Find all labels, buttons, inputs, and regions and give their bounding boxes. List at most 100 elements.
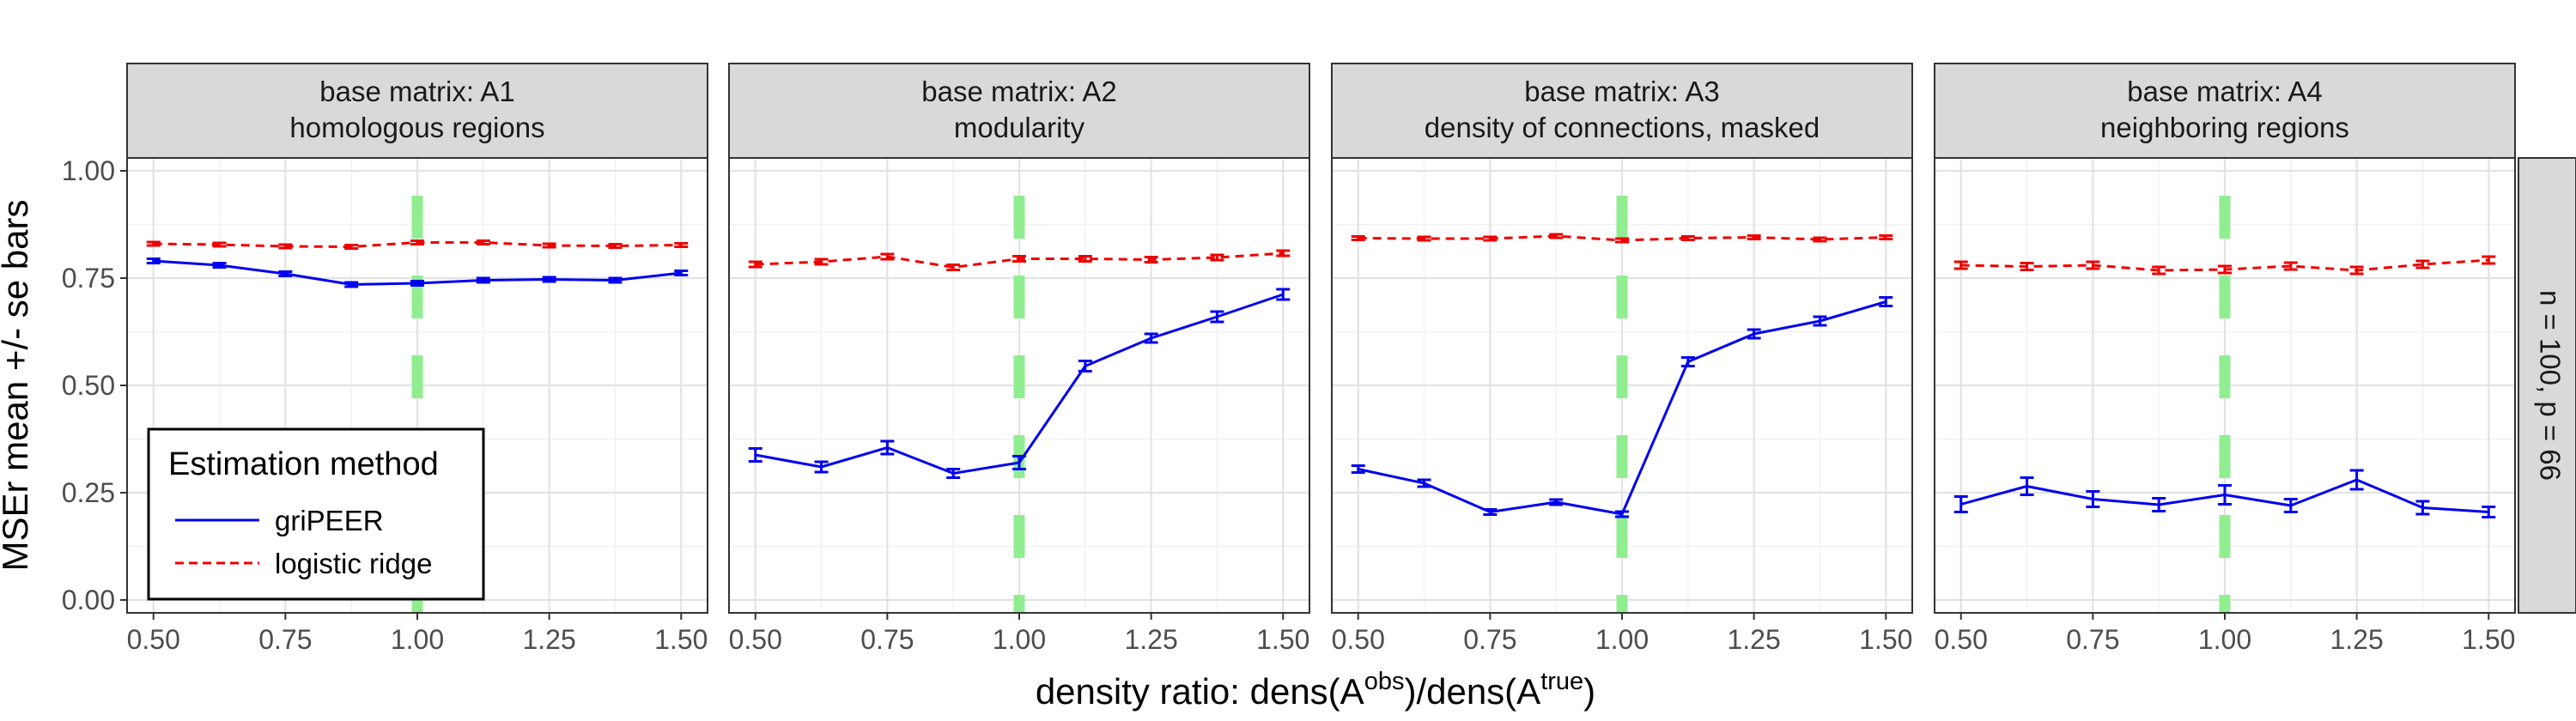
panel-2-gripeer-errorbar-2 — [814, 460, 829, 474]
panel-2-gripeer-errorbar-9 — [1276, 288, 1291, 301]
y-tick-label-0-75: 0.75 — [62, 263, 115, 294]
panel-1-logistic-ridge-errorbar-6 — [476, 239, 490, 245]
x-axis-title-sup-obs: obs — [1364, 668, 1405, 695]
panel-4-gripeer-errorbar-6 — [2283, 498, 2298, 513]
panel-3: base matrix: A3 density of connections, m… — [1331, 63, 1913, 655]
panel-1-x-tick-label-0-75: 0.75 — [258, 624, 312, 655]
panel-3-gripeer-errorbar-1 — [1351, 464, 1365, 474]
panel-3-gripeer-errorbar-3 — [1483, 508, 1498, 516]
panel-2-title-line1: base matrix: A2 — [921, 76, 1116, 107]
panel-4-logistic-ridge-errorbar-1 — [1953, 260, 1968, 270]
panel-4-logistic-ridge-errorbar-7 — [2349, 265, 2364, 276]
panel-2-logistic-ridge-errorbar-1 — [748, 260, 762, 269]
panel-3-logistic-ridge-errorbar-4 — [1549, 233, 1564, 239]
panel-1-strip — [126, 63, 708, 159]
panel-2-x-tick-label-0-5: 0.50 — [729, 624, 782, 655]
panels: base matrix: A1 homologous regions 0.50 0.7… — [62, 63, 2516, 655]
panel-3-x-tick-label-1-5: 1.50 — [1859, 624, 1912, 655]
panel-1-gripeer-errorbar-3 — [278, 270, 293, 277]
panel-2-gripeer-errorbar-7 — [1144, 332, 1158, 344]
panel-4-gripeer-errorbar-4 — [2152, 497, 2166, 512]
panel-3-x-tick-label-0-5: 0.50 — [1332, 624, 1385, 655]
panel-2-strip — [728, 63, 1310, 159]
panel-4-gripeer-errorbar-9 — [2482, 506, 2496, 518]
y-tick-label-0-25: 0.25 — [62, 477, 115, 508]
legend-title: Estimation method — [168, 446, 439, 482]
panel-2-gripeer-errorbar-6 — [1078, 360, 1092, 373]
panel-1-logistic-ridge-errorbar-1 — [146, 240, 161, 247]
panel-4-gripeer-errorbar-3 — [2086, 490, 2100, 508]
panel-3-gripeer-errorbar-7 — [1747, 328, 1761, 340]
panel-1-logistic-ridge-errorbar-3 — [278, 243, 293, 250]
panel-3-gripeer-errorbar-4 — [1549, 498, 1564, 506]
x-axis-title-prefix: density ratio: dens(A — [1036, 671, 1364, 712]
panel-1-gripeer-errorbar-4 — [344, 281, 359, 288]
panel-1-gripeer-errorbar-5 — [410, 280, 424, 287]
panel-4: base matrix: A4 neighboring regions 0.50 0.… — [1934, 63, 2516, 655]
panel-3-gripeer-errorbar-9 — [1879, 296, 1893, 307]
panel-4-logistic-ridge-errorbar-4 — [2152, 265, 2166, 276]
panel-4-logistic-ridge-errorbar-2 — [2020, 262, 2034, 271]
panel-3-gripeer-errorbar-5 — [1615, 510, 1629, 518]
panel-2-gripeer-errorbar-4 — [946, 468, 961, 479]
panel-3-logistic-ridge-errorbar-6 — [1680, 235, 1695, 241]
panel-4-logistic-ridge-errorbar-8 — [2415, 259, 2430, 270]
panel-1-gripeer-errorbar-8 — [608, 276, 623, 284]
panel-3-strip — [1331, 63, 1913, 159]
panel-1-gripeer-errorbar-6 — [476, 276, 490, 284]
panel-2-gripeer-errorbar-3 — [880, 439, 895, 456]
panel-3-gripeer-errorbar-2 — [1417, 478, 1431, 488]
panel-1-gripeer-errorbar-7 — [542, 276, 556, 283]
panel-1-logistic-ridge-errorbar-8 — [608, 243, 623, 249]
panel-3-x-tick-label-0-75: 0.75 — [1463, 624, 1516, 655]
panel-1-gripeer-errorbar-9 — [674, 270, 689, 276]
panel-4-logistic-ridge-errorbar-6 — [2283, 261, 2298, 271]
panel-4-x-tick-label-1-5: 1.50 — [2462, 624, 2515, 655]
panel-3-logistic-ridge-errorbar-3 — [1483, 235, 1498, 242]
panel-1-x-tick-label-1: 1.00 — [391, 624, 444, 655]
panel-1-logistic-ridge-errorbar-5 — [410, 239, 424, 245]
panel-2-gripeer-errorbar-5 — [1012, 455, 1026, 470]
panel-2-x-tick-label-1: 1.00 — [993, 624, 1046, 655]
panel-3-logistic-ridge-errorbar-5 — [1615, 237, 1629, 244]
panel-1-logistic-ridge-errorbar-4 — [344, 244, 359, 250]
panel-3-logistic-ridge-errorbar-1 — [1351, 235, 1365, 241]
panel-2-logistic-ridge-errorbar-3 — [880, 252, 895, 261]
panel-2: base matrix: A2 modularity 0.50 0.75 1.00 1.2… — [728, 63, 1310, 655]
panel-1-logistic-ridge-errorbar-9 — [674, 242, 689, 248]
panel-3-x-tick-label-1: 1.00 — [1595, 624, 1649, 655]
panel-2-logistic-ridge-errorbar-9 — [1276, 249, 1291, 258]
panel-3-title-line1: base matrix: A3 — [1524, 76, 1719, 107]
panel-3-logistic-ridge-errorbar-7 — [1747, 234, 1761, 240]
panel-1-gripeer-errorbar-1 — [146, 258, 161, 264]
panel-1-gripeer-errorbar-2 — [212, 262, 227, 269]
legend-label-logistic-ridge: logistic ridge — [275, 548, 432, 579]
panel-4-logistic-ridge-errorbar-9 — [2482, 255, 2496, 265]
panel-2-title-line2: modularity — [954, 112, 1085, 143]
panel-4-strip — [1934, 63, 2516, 159]
panel-1-x-tick-label-1-25: 1.25 — [522, 624, 575, 655]
panel-2-logistic-ridge-errorbar-6 — [1078, 255, 1092, 263]
panel-3-logistic-ridge-errorbar-8 — [1813, 236, 1827, 243]
panel-1-title-line2: homologous regions — [289, 112, 544, 143]
panel-4-x-tick-label-0-5: 0.50 — [1935, 624, 1988, 655]
panel-3-logistic-ridge-errorbar-2 — [1417, 235, 1431, 242]
panel-3-gripeer-errorbar-6 — [1680, 356, 1695, 367]
x-axis-title-sup-true: true — [1540, 668, 1583, 695]
panel-2-logistic-ridge-errorbar-8 — [1210, 253, 1224, 262]
legend-label-gripeer: griPEER — [275, 505, 384, 536]
panel-1-x-tick-label-1-5: 1.50 — [654, 624, 708, 655]
panel-2-x-tick-label-0-75: 0.75 — [860, 624, 914, 655]
legend-box — [147, 427, 485, 601]
panel-1-logistic-ridge-errorbar-7 — [542, 242, 556, 249]
panel-4-gripeer-errorbar-8 — [2415, 500, 2430, 516]
panel-2-logistic-ridge-errorbar-7 — [1144, 256, 1158, 264]
panel-4-x-tick-label-1: 1.00 — [2198, 624, 2251, 655]
panel-4-x-tick-label-0-75: 0.75 — [2066, 624, 2119, 655]
y-tick-label-0: 0.00 — [62, 585, 115, 615]
panel-4-logistic-ridge-errorbar-5 — [2218, 264, 2232, 275]
panel-4-gripeer-errorbar-5 — [2218, 484, 2232, 506]
x-axis-title-middle: )/dens(A — [1404, 671, 1540, 712]
panel-2-gripeer-errorbar-8 — [1210, 310, 1224, 324]
panel-4-title-line1: base matrix: A4 — [2127, 76, 2322, 107]
